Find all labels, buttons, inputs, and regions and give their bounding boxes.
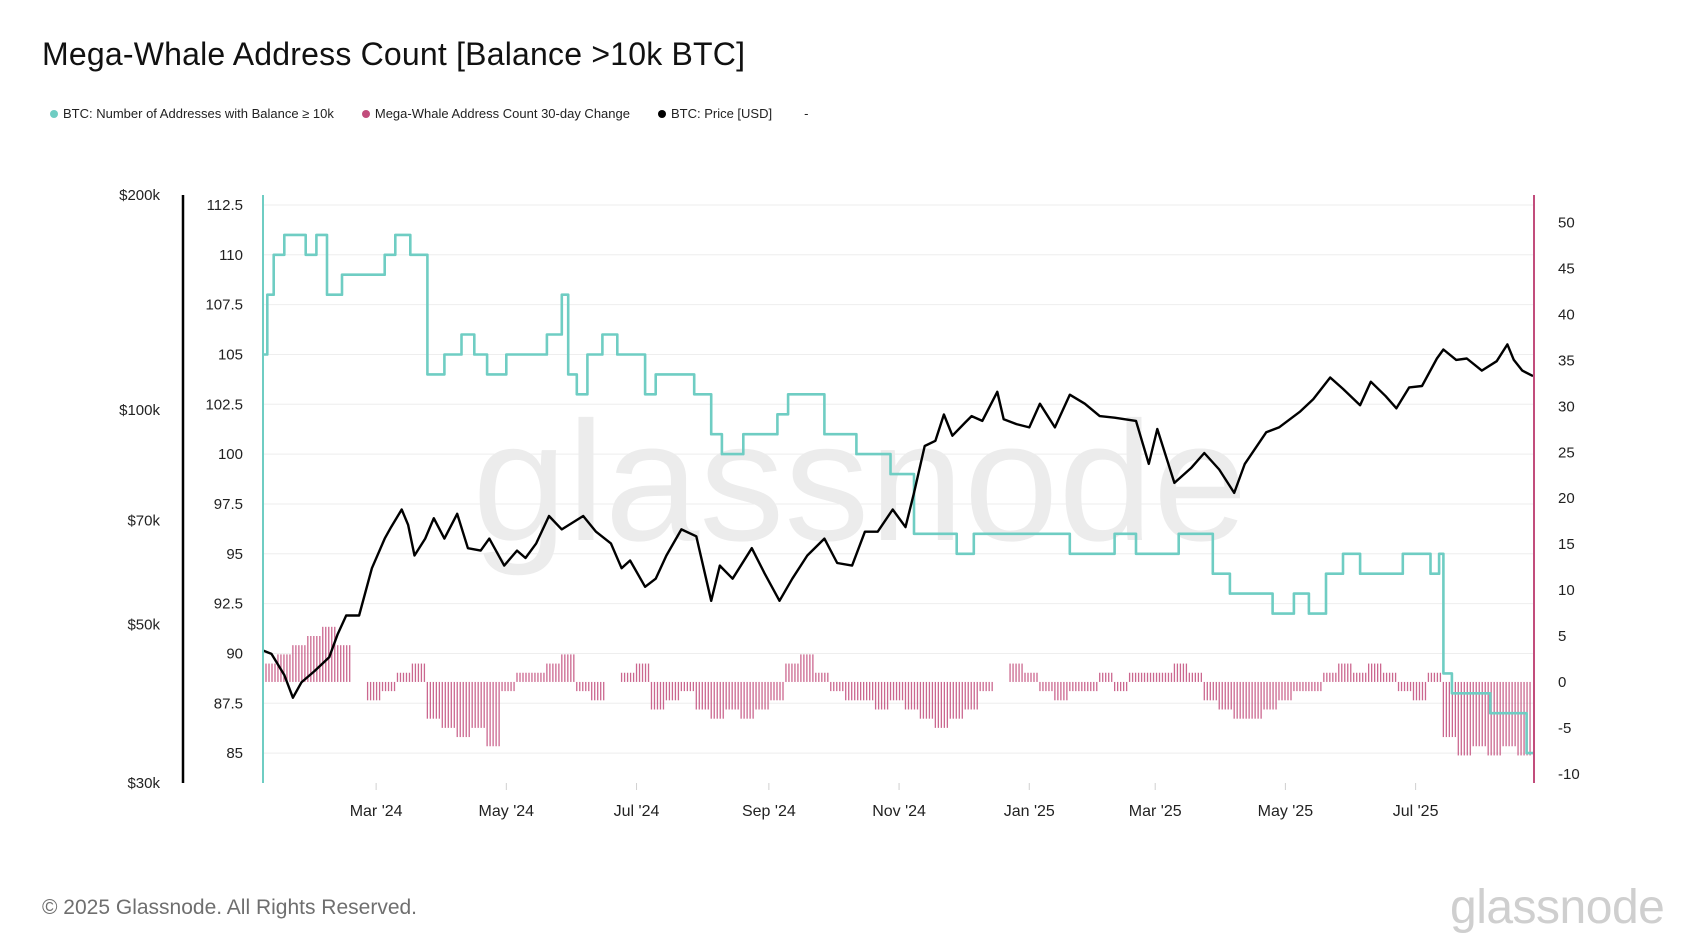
change-tick-label: 30 bbox=[1558, 398, 1575, 415]
change-tick-label: 45 bbox=[1558, 261, 1575, 278]
legend-dot-30d-change bbox=[361, 109, 370, 118]
change-tick-label: 5 bbox=[1558, 628, 1566, 645]
change-tick-label: 10 bbox=[1558, 582, 1575, 599]
count-tick-label: 90 bbox=[226, 645, 243, 662]
count-tick-label: 95 bbox=[226, 546, 243, 563]
count-tick-label: 85 bbox=[226, 745, 243, 762]
price-series bbox=[262, 343, 1534, 699]
axes: 112.5110107.5105102.510097.59592.59087.5… bbox=[119, 187, 1580, 820]
count-tick-label: 110 bbox=[219, 247, 243, 264]
copyright-footer: © 2025 Glassnode. All Rights Reserved. bbox=[42, 896, 418, 919]
legend-label-price: BTC: Price [USD] bbox=[670, 106, 773, 121]
change-tick-label: 50 bbox=[1558, 215, 1575, 232]
count-tick-label: 105 bbox=[218, 346, 243, 363]
x-tick-label: May '25 bbox=[1258, 803, 1314, 820]
count-tick-label: 92.5 bbox=[214, 596, 243, 613]
change-tick-label: 15 bbox=[1558, 536, 1575, 553]
price-tick-label: $100k bbox=[119, 402, 160, 419]
legend-item-price[interactable]: BTC: Price [USD] bbox=[657, 106, 773, 121]
change-tick-label: 35 bbox=[1558, 352, 1575, 369]
count-tick-label: 112.5 bbox=[207, 197, 243, 214]
x-tick-label: Mar '24 bbox=[350, 803, 403, 820]
price-tick-label: $70k bbox=[127, 512, 160, 529]
brand-logo: glassnode bbox=[1450, 881, 1665, 934]
watermark: glassnode bbox=[472, 387, 1247, 577]
chart-title: Mega-Whale Address Count [Balance >10k B… bbox=[42, 36, 746, 72]
change-tick-label: 20 bbox=[1558, 490, 1575, 507]
count-tick-label: 97.5 bbox=[214, 496, 243, 513]
count-tick-label: 107.5 bbox=[205, 297, 243, 314]
change-tick-label: 40 bbox=[1558, 306, 1575, 323]
change-tick-label: 25 bbox=[1558, 444, 1575, 461]
x-tick-label: May '24 bbox=[479, 803, 535, 820]
change-tick-label: -10 bbox=[1558, 766, 1580, 783]
legend-extra: - bbox=[804, 106, 809, 121]
legend-label-30d-change: Mega-Whale Address Count 30-day Change bbox=[374, 106, 630, 121]
x-tick-label: Jul '24 bbox=[614, 803, 660, 820]
change-bars bbox=[262, 626, 1531, 756]
legend-dot-price bbox=[657, 109, 666, 118]
legend-dot-address-count bbox=[50, 109, 58, 118]
price-tick-label: $200k bbox=[119, 187, 160, 204]
change-tick-label: -5 bbox=[1558, 720, 1571, 737]
x-tick-label: Jan '25 bbox=[1004, 803, 1055, 820]
legend-item-address-count[interactable]: BTC: Number of Addresses with Balance ≥ … bbox=[50, 106, 334, 121]
count-tick-label: 100 bbox=[218, 446, 243, 463]
x-tick-label: Sep '24 bbox=[742, 803, 796, 820]
count-tick-label: 102.5 bbox=[205, 396, 243, 413]
address-count-series bbox=[263, 233, 1533, 755]
x-tick-label: Jul '25 bbox=[1393, 803, 1439, 820]
price-line bbox=[262, 343, 1534, 699]
count-tick-label: 87.5 bbox=[214, 695, 243, 712]
legend: BTC: Number of Addresses with Balance ≥ … bbox=[50, 106, 808, 121]
x-tick-label: Nov '24 bbox=[872, 803, 926, 820]
price-tick-label: $50k bbox=[127, 617, 160, 634]
legend-item-30d-change[interactable]: Mega-Whale Address Count 30-day Change bbox=[361, 106, 630, 121]
legend-label-address-count: BTC: Number of Addresses with Balance ≥ … bbox=[63, 106, 334, 121]
change-tick-label: 0 bbox=[1558, 674, 1566, 691]
x-tick-label: Mar '25 bbox=[1129, 803, 1182, 820]
price-tick-label: $30k bbox=[127, 775, 160, 792]
address-count-line bbox=[263, 233, 1533, 755]
